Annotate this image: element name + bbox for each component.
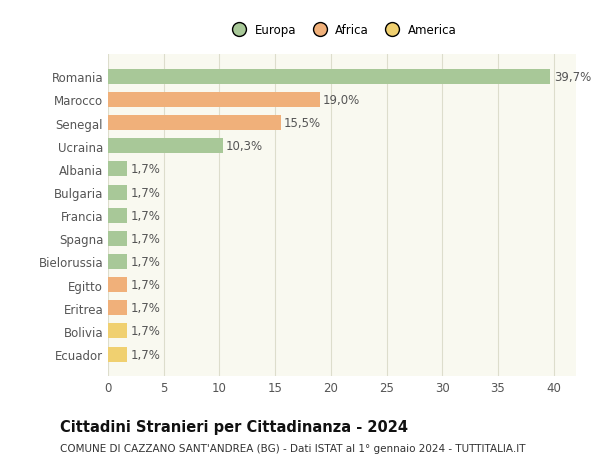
- Bar: [108, 254, 127, 269]
- Text: 39,7%: 39,7%: [554, 71, 591, 84]
- Bar: [108, 324, 127, 339]
- Bar: [108, 231, 127, 246]
- Text: 1,7%: 1,7%: [130, 302, 160, 314]
- Text: 1,7%: 1,7%: [130, 255, 160, 269]
- Bar: [108, 278, 127, 292]
- Bar: [108, 93, 320, 108]
- Text: 1,7%: 1,7%: [130, 209, 160, 222]
- Bar: [108, 162, 127, 177]
- Text: 1,7%: 1,7%: [130, 186, 160, 199]
- Text: 10,3%: 10,3%: [226, 140, 263, 153]
- Bar: [108, 185, 127, 200]
- Text: Cittadini Stranieri per Cittadinanza - 2024: Cittadini Stranieri per Cittadinanza - 2…: [60, 419, 408, 434]
- Bar: [108, 139, 223, 154]
- Text: 1,7%: 1,7%: [130, 348, 160, 361]
- Text: COMUNE DI CAZZANO SANT'ANDREA (BG) - Dati ISTAT al 1° gennaio 2024 - TUTTITALIA.: COMUNE DI CAZZANO SANT'ANDREA (BG) - Dat…: [60, 443, 526, 453]
- Bar: [108, 116, 281, 131]
- Text: 1,7%: 1,7%: [130, 232, 160, 245]
- Legend: Europa, Africa, America: Europa, Africa, America: [223, 19, 461, 42]
- Bar: [108, 347, 127, 362]
- Text: 1,7%: 1,7%: [130, 325, 160, 338]
- Text: 15,5%: 15,5%: [284, 117, 321, 130]
- Bar: [108, 301, 127, 316]
- Bar: [108, 208, 127, 223]
- Text: 19,0%: 19,0%: [323, 94, 361, 107]
- Text: 1,7%: 1,7%: [130, 163, 160, 176]
- Text: 1,7%: 1,7%: [130, 279, 160, 291]
- Bar: [108, 70, 550, 85]
